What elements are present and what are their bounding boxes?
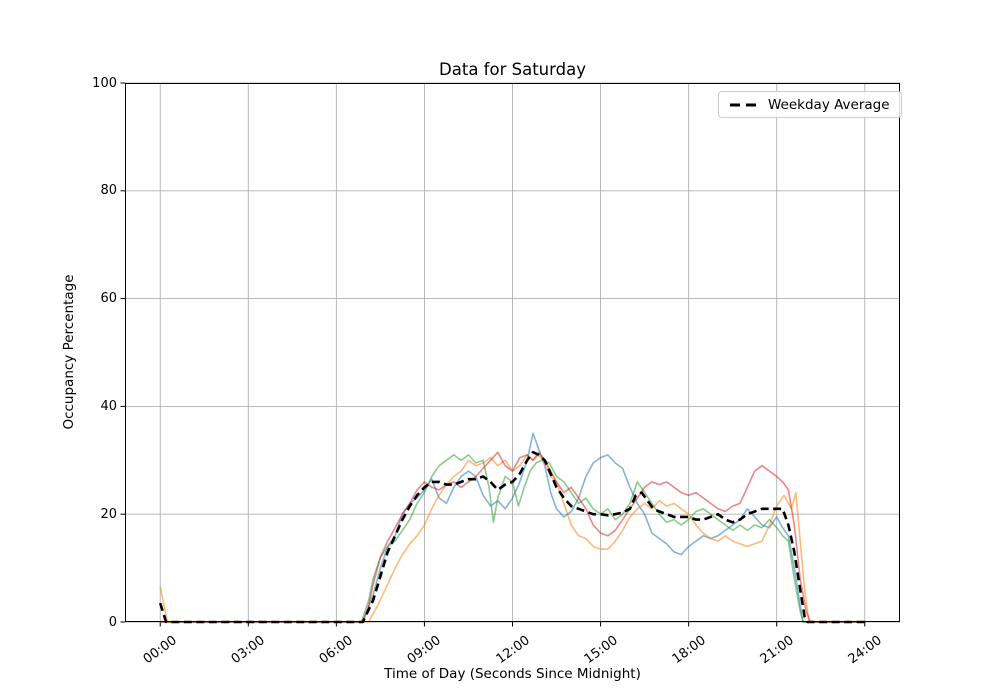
plot-border [125,83,900,622]
plot-svg [120,82,900,627]
legend-dashed-line-sample [730,103,758,106]
legend: Weekday Average [718,91,902,118]
y-tick-label: 100 [92,75,117,91]
x-axis-label: Time of Day (Seconds Since Midnight) [384,666,641,682]
y-tick-label: 60 [100,291,117,307]
legend-label: Weekday Average [768,96,890,113]
y-tick-label: 40 [100,398,117,414]
y-tick-label: 80 [100,183,117,199]
chart-title: Data for Saturday [439,60,586,79]
y-tick-label: 20 [100,506,117,522]
y-tick-label: 0 [108,614,117,630]
